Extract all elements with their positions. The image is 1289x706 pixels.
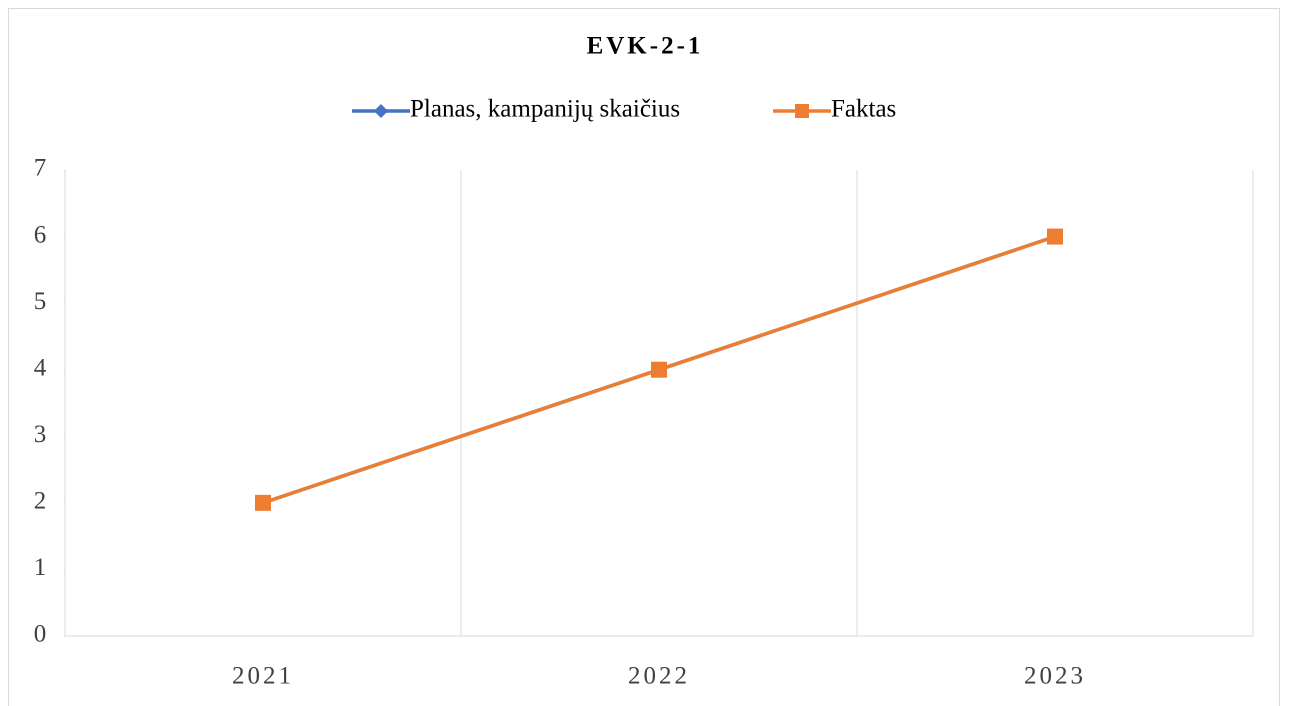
marker [255,494,271,511]
x-tick-label: 2021 [232,663,294,690]
chart-title: EVK-2-1 [587,33,704,60]
y-tick-label: 3 [34,421,47,448]
legend-label: Faktas [831,96,896,123]
y-tick-label: 1 [34,554,47,581]
y-tick-label: 7 [34,155,47,182]
y-tick-label: 2 [34,488,47,515]
y-tick-label: 5 [34,288,47,315]
marker [651,361,667,378]
legend-label: Planas, kampanijų skaičius [410,96,680,123]
x-tick-label: 2023 [1024,663,1086,690]
legend-marker [374,104,388,118]
y-tick-label: 6 [34,221,47,248]
y-tick-label: 4 [34,354,47,381]
legend-marker [795,104,809,118]
marker [1047,228,1063,245]
chart-border [8,8,1280,706]
y-tick-label: 0 [34,621,47,648]
x-tick-label: 2022 [628,663,690,690]
